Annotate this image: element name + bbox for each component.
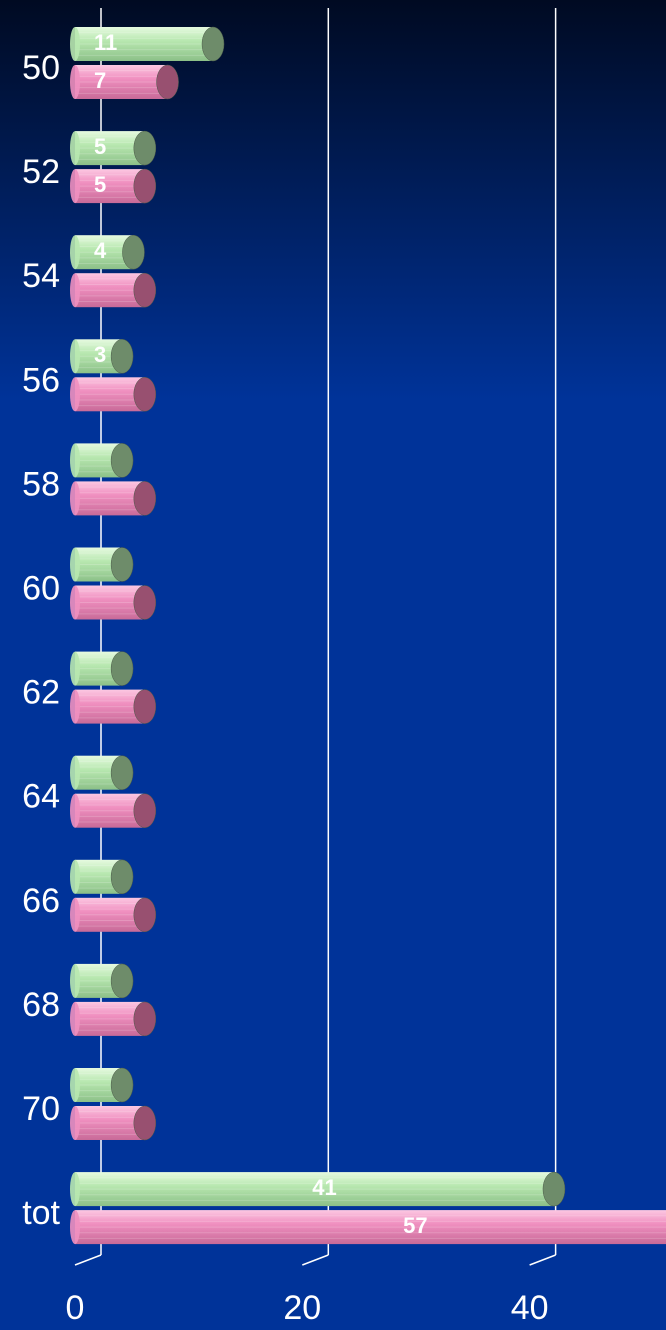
bar-end-cap — [110, 651, 134, 686]
category-label: 70 — [22, 1090, 60, 1128]
bar-end-cap — [110, 755, 134, 790]
category-label: 50 — [22, 49, 60, 87]
bar-start-cap — [70, 859, 80, 894]
bar — [75, 273, 145, 308]
bar-start-cap — [70, 1106, 80, 1140]
value-label: 41 — [312, 1175, 336, 1200]
bar — [75, 585, 145, 620]
bar-start-cap — [70, 481, 80, 516]
category-label: 52 — [22, 153, 60, 191]
bar — [75, 27, 214, 61]
bar-start-cap — [70, 377, 80, 412]
bar-start-cap — [70, 131, 80, 166]
category-label: 66 — [22, 882, 60, 920]
bar-end-cap — [110, 339, 134, 374]
bar-end-cap — [133, 481, 157, 516]
value-label: 57 — [403, 1213, 427, 1238]
bar-start-cap — [70, 585, 80, 620]
bar-start-cap — [70, 235, 80, 270]
bar-end-cap — [156, 64, 179, 100]
bar-end-cap — [110, 547, 134, 582]
bar-start-cap — [70, 1172, 80, 1207]
bar-end-cap — [110, 963, 134, 999]
bar — [75, 1210, 666, 1245]
bar — [75, 65, 168, 99]
bar-end-cap — [133, 1105, 157, 1141]
category-label: 64 — [22, 778, 60, 816]
category-label: 56 — [22, 361, 60, 399]
bar-start-cap — [70, 963, 80, 998]
bar-start-cap — [70, 1210, 80, 1245]
bar-start-cap — [70, 339, 80, 374]
bar — [75, 793, 145, 828]
value-label: 11 — [94, 30, 117, 55]
bar-end-cap — [133, 1001, 157, 1037]
value-label: 5 — [94, 172, 106, 197]
bar — [75, 131, 145, 166]
bar — [75, 169, 145, 204]
bar-end-cap — [133, 585, 157, 620]
bar-end-cap — [542, 1171, 566, 1207]
bar-start-cap — [70, 65, 80, 99]
bar — [75, 1172, 554, 1207]
category-label: 54 — [22, 257, 60, 295]
bar-end-cap — [133, 130, 157, 166]
category-label: 58 — [22, 465, 60, 503]
bar-start-cap — [70, 793, 80, 828]
bar — [75, 481, 145, 516]
bar-start-cap — [70, 1068, 80, 1102]
tick-mark — [529, 1254, 556, 1266]
bar — [75, 689, 145, 724]
value-label: 7 — [94, 68, 106, 93]
category-label: 60 — [22, 569, 60, 607]
bar-end-cap — [110, 1067, 134, 1103]
bar-end-cap — [110, 859, 134, 895]
bar-start-cap — [70, 547, 80, 582]
bar-end-cap — [110, 443, 134, 478]
bar-end-cap — [133, 689, 157, 724]
bar-end-cap — [122, 234, 145, 270]
bar-start-cap — [70, 443, 80, 478]
value-label: 4 — [94, 238, 107, 263]
bar-end-cap — [201, 26, 225, 62]
x-tick-label: 20 — [283, 1289, 321, 1327]
bar-end-cap — [133, 377, 157, 412]
bar — [75, 1106, 145, 1140]
bar-end-cap — [133, 793, 157, 828]
bar-start-cap — [70, 689, 80, 724]
value-label: 5 — [94, 134, 106, 159]
value-label: 3 — [94, 342, 106, 367]
bar-start-cap — [70, 755, 80, 790]
x-tick-label: 40 — [511, 1289, 549, 1327]
category-label: tot — [22, 1194, 60, 1232]
bar-end-cap — [133, 897, 157, 933]
category-label: 62 — [22, 674, 60, 712]
bar-start-cap — [70, 1001, 80, 1036]
bar-start-cap — [70, 273, 80, 308]
x-tick-label: 0 — [66, 1289, 85, 1327]
bar — [75, 897, 145, 932]
tick-mark — [302, 1254, 329, 1266]
tick-mark — [74, 1254, 102, 1266]
bar-end-cap — [133, 168, 157, 204]
bar-start-cap — [70, 897, 80, 932]
category-label: 68 — [22, 986, 60, 1024]
bar-start-cap — [70, 27, 80, 61]
bar — [75, 1001, 145, 1036]
bar-start-cap — [70, 169, 80, 204]
bar — [75, 377, 145, 412]
bar-start-cap — [70, 651, 80, 686]
bar-end-cap — [133, 272, 157, 308]
